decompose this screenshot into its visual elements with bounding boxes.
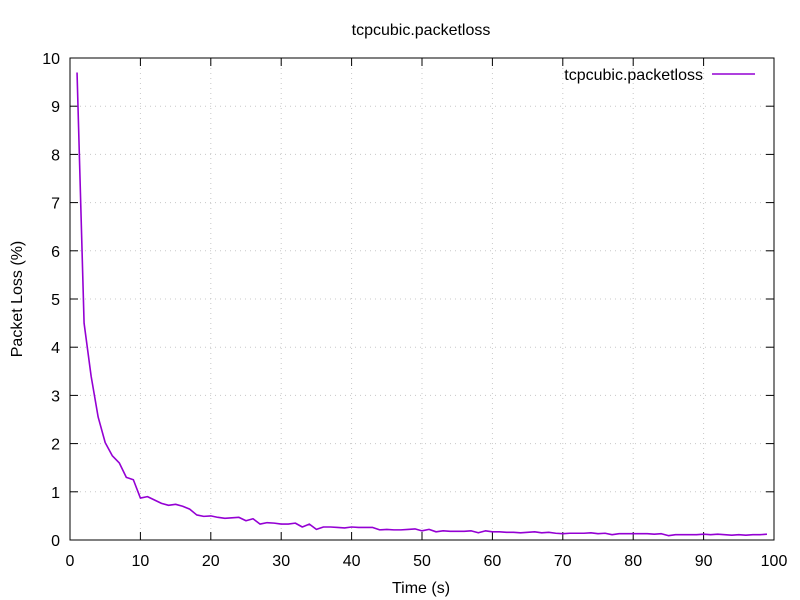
x-tick-label: 50: [413, 553, 431, 570]
y-tick-label: 0: [51, 533, 60, 550]
plot-frame: [69, 57, 775, 541]
y-tick-label: 10: [42, 51, 60, 68]
legend-label: tcpcubic.packetloss: [564, 67, 703, 84]
chart-title: tcpcubic.packetloss: [352, 22, 491, 39]
x-tick-label: 90: [695, 553, 713, 570]
series-layer: [76, 72, 768, 537]
y-tick-label: 5: [51, 292, 60, 309]
x-axis-label: Time (s): [392, 580, 450, 597]
y-tick-label: 4: [51, 340, 60, 357]
x-tick-label: 20: [202, 553, 220, 570]
y-tick-label: 3: [51, 388, 60, 405]
series-line: [76, 72, 768, 537]
x-tick-label: 30: [272, 553, 290, 570]
y-tick-label: 7: [51, 196, 60, 213]
x-tick-label: 80: [624, 553, 642, 570]
grid: [70, 58, 774, 540]
x-tick-label: 0: [66, 553, 75, 570]
y-tick-label: 6: [51, 244, 60, 261]
x-tick-label: 40: [343, 553, 361, 570]
x-tick-label: 60: [484, 553, 502, 570]
x-tick-label: 10: [132, 553, 150, 570]
y-axis-label: Packet Loss (%): [9, 241, 26, 357]
y-tick-label: 8: [51, 147, 60, 164]
legend: tcpcubic.packetloss: [564, 67, 755, 84]
y-tick-label: 1: [51, 485, 60, 502]
x-tick-label: 70: [554, 553, 572, 570]
tick-marks: [69, 57, 775, 541]
x-tick-label: 100: [761, 553, 788, 570]
y-tick-label: 9: [51, 99, 60, 116]
y-tick-label: 2: [51, 437, 60, 454]
